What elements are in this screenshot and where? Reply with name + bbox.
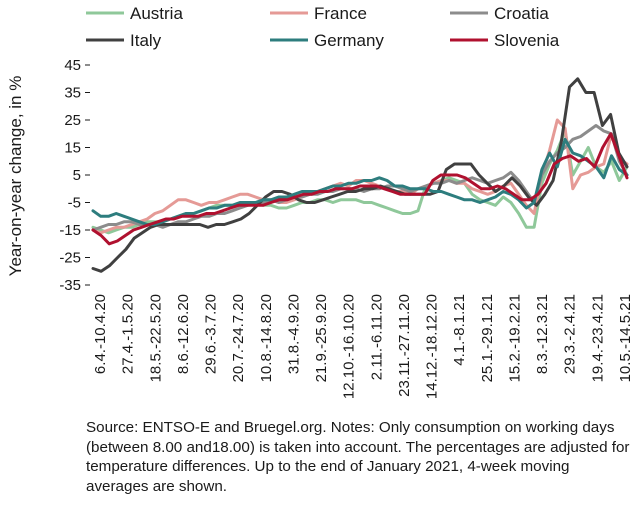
x-tick-label: 31.8.-4.9.20 <box>285 294 302 374</box>
x-tick-label: 27.4.-1.5.20 <box>120 294 137 374</box>
x-tick-label: 21.9.-25.9.20 <box>313 294 330 382</box>
series-line-france <box>91 118 629 235</box>
legend-label-france: France <box>314 4 367 23</box>
x-tick-label: 8.3.-12.3.21 <box>534 294 551 374</box>
x-tick-label: 23.11.-27.11.20 <box>396 294 413 397</box>
legend-label-slovenia: Slovenia <box>494 31 560 50</box>
y-tick-label: -15 <box>59 222 81 239</box>
legend: Austria France Croatia Italy Germany Slovenia <box>86 4 560 50</box>
x-tick-label: 19.4.-23.4.21 <box>589 294 606 382</box>
legend-label-austria: Austria <box>130 4 183 23</box>
x-tick-label: 12.10.-16.10.20 <box>341 294 358 399</box>
x-tick-label: 14.12.-18.12.20 <box>424 294 441 399</box>
x-tick-label: 6.4.-10.4.20 <box>92 294 109 374</box>
y-tick-label: -25 <box>59 250 81 267</box>
x-tick-label: 20.7.-24.7.20 <box>230 294 247 382</box>
series-line-slovenia <box>91 132 629 246</box>
y-tick-label: 45 <box>64 57 81 74</box>
x-tick-label: 18.5.-22.5.20 <box>147 294 164 382</box>
y-tick-label: 25 <box>64 112 81 129</box>
series-group <box>91 77 629 273</box>
x-tick-label: 25.1.-29.1.21 <box>479 294 496 382</box>
y-tick-label: 5 <box>73 167 81 184</box>
legend-label-italy: Italy <box>130 31 162 50</box>
x-tick-label: 29.3.-2.4.21 <box>562 294 579 374</box>
y-tick-label: 35 <box>64 85 81 102</box>
footnote: Source: ENTSO-E and Bruegel.org. Notes: … <box>86 419 630 495</box>
y-tick-label: -35 <box>59 277 81 294</box>
x-tick-label: 8.6.-12.6.20 <box>175 294 192 374</box>
x-tick-label: 15.2.-19.2.21 <box>507 294 524 382</box>
y-axis: 45 35 25 15 5 -5 -15 -25 -35 <box>59 57 90 294</box>
x-tick-label: 29.6.-3.7.20 <box>203 294 220 374</box>
legend-label-germany: Germany <box>314 31 384 50</box>
line-chart: Austria France Croatia Italy Germany Slovenia… <box>6 4 634 399</box>
x-tick-label: 2.11.-6.11.20 <box>368 294 385 380</box>
series-line-italy <box>91 77 629 273</box>
y-axis-title: Year-on-year change, in % <box>6 76 25 277</box>
x-tick-label: 4.1.-8.1.21 <box>451 294 468 366</box>
y-tick-label: 15 <box>64 140 81 157</box>
x-tick-label: 10.8.-14.8.20 <box>258 294 275 382</box>
x-axis: 6.4.-10.4.20 27.4.-1.5.20 18.5.-22.5.20 8.6… <box>92 294 634 399</box>
x-tick-label: 10.5.-14.5.21 <box>617 294 634 382</box>
legend-label-croatia: Croatia <box>494 4 549 23</box>
y-tick-label: -5 <box>68 195 81 212</box>
